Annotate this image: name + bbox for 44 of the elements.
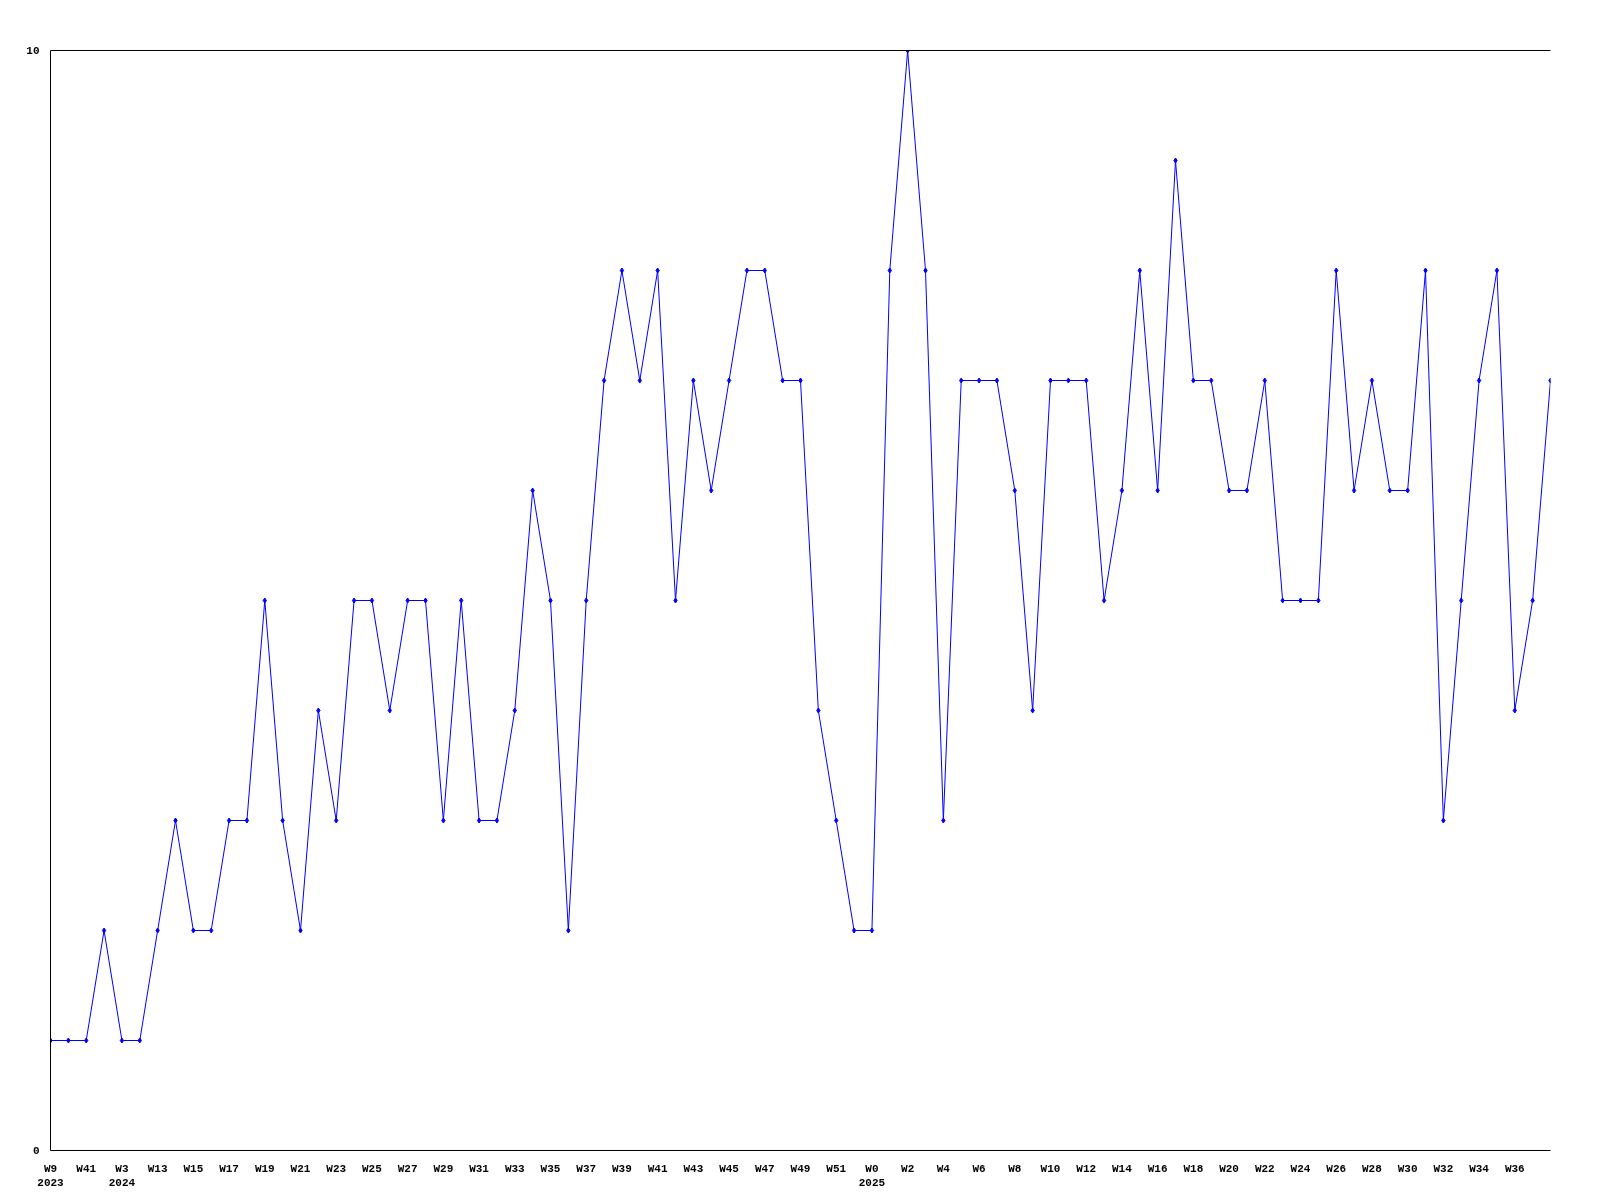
x-tick-label: W41 [647, 1162, 668, 1175]
x-tick-label: W24 [1290, 1162, 1311, 1175]
y-tick-label: 0 [32, 1145, 40, 1157]
x-tick-label: W47 [754, 1162, 775, 1175]
x-tick-label: W25 [362, 1162, 383, 1175]
x-tick-label: W12 [1076, 1162, 1097, 1175]
x-tick-label: W45 [719, 1162, 740, 1175]
x-tick-label: W18 [1183, 1162, 1204, 1175]
x-tick-label: W9 2023 [37, 1162, 65, 1189]
x-tick-label: W49 [790, 1162, 811, 1175]
x-tick-label: W15 [183, 1162, 204, 1175]
x-tick-label: W4 [936, 1162, 951, 1175]
x-tick-label: W0 2025 [858, 1162, 886, 1189]
x-tick-label: W41 [76, 1162, 97, 1175]
x-tick-label: W17 [219, 1162, 239, 1175]
x-tick-label: W20 [1219, 1162, 1239, 1175]
x-tick-label: W14 [1112, 1162, 1133, 1175]
x-tick-label: W30 [1397, 1162, 1418, 1175]
x-tick-label: W23 [326, 1162, 347, 1175]
x-tick-label: W36 [1504, 1162, 1525, 1175]
x-tick-label: W8 [1008, 1162, 1022, 1175]
x-tick-label: W13 [147, 1162, 168, 1175]
x-tick-label: W2 [901, 1162, 915, 1175]
x-tick-label: W19 [254, 1162, 275, 1175]
x-tick-label: W3 2024 [108, 1162, 136, 1189]
x-tick-label: W34 [1469, 1162, 1490, 1175]
x-tick-label: W26 [1326, 1162, 1347, 1175]
x-tick-label: W35 [540, 1162, 561, 1175]
x-tick-label: W43 [683, 1162, 704, 1175]
x-tick-label: W22 [1254, 1162, 1275, 1175]
x-tick-label: W32 [1433, 1162, 1454, 1175]
x-tick-label: W37 [576, 1162, 597, 1175]
x-tick-label: W28 [1362, 1162, 1383, 1175]
x-tick-label: W31 [469, 1162, 490, 1175]
x-tick-label: W27 [397, 1162, 418, 1175]
x-tick-label: W21 [290, 1162, 311, 1175]
x-tick-label: W39 [612, 1162, 632, 1175]
x-tick-label: W16 [1147, 1162, 1168, 1175]
x-tick-label: W6 [972, 1162, 986, 1175]
x-tick-label: W33 [504, 1162, 526, 1175]
y-tick-label: 10 [26, 45, 40, 57]
x-tick-label: W29 [433, 1162, 454, 1175]
x-tick-label: W51 [826, 1162, 847, 1175]
x-tick-label: W10 [1040, 1162, 1061, 1175]
